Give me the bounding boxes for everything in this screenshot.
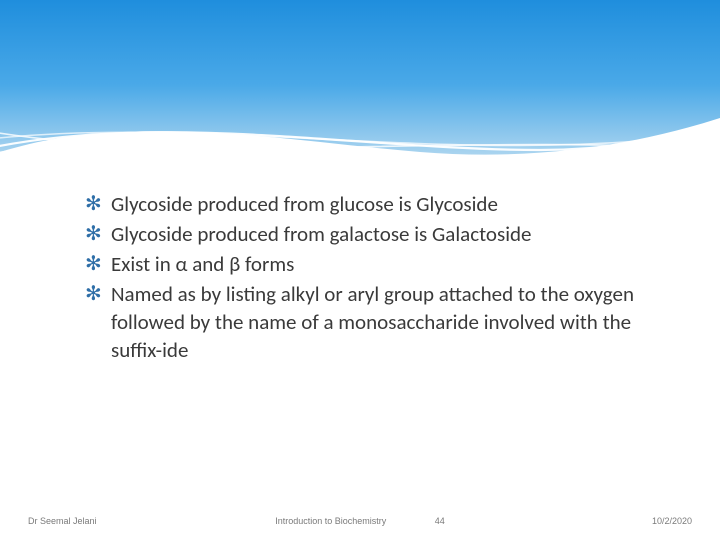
bullet-list: ✻ Glycoside produced from glucose is Gly… [85, 190, 660, 366]
asterisk-icon: ✻ [85, 250, 111, 278]
footer-course-title: Introduction to Biochemistry [275, 516, 386, 526]
list-item: ✻ Named as by listing alkyl or aryl grou… [85, 280, 660, 364]
bullet-text: Exist in α and β forms [111, 250, 660, 278]
slide: ✻ Glycoside produced from glucose is Gly… [0, 0, 720, 540]
header-banner [0, 0, 720, 165]
footer-date: 10/2/2020 [652, 516, 692, 526]
asterisk-icon: ✻ [85, 280, 111, 308]
bullet-text: Glycoside produced from galactose is Gal… [111, 220, 660, 248]
slide-footer: Dr Seemal Jelani Introduction to Biochem… [0, 508, 720, 526]
list-item: ✻ Glycoside produced from galactose is G… [85, 220, 660, 248]
asterisk-icon: ✻ [85, 220, 111, 248]
list-item: ✻ Glycoside produced from glucose is Gly… [85, 190, 660, 218]
list-item: ✻ Exist in α and β forms [85, 250, 660, 278]
footer-center: Introduction to Biochemistry 44 [0, 516, 720, 526]
banner-svg [0, 0, 720, 165]
asterisk-icon: ✻ [85, 190, 111, 218]
bullet-text: Glycoside produced from glucose is Glyco… [111, 190, 660, 218]
footer-page-number: 44 [435, 516, 445, 526]
bullet-text: Named as by listing alkyl or aryl group … [111, 280, 660, 364]
